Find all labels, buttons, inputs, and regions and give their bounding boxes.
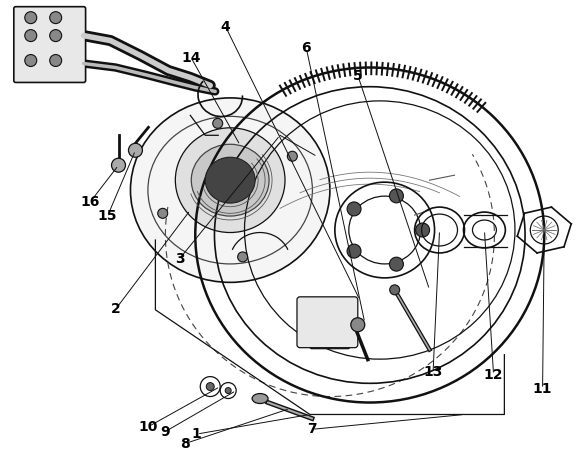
Text: 1: 1 bbox=[192, 427, 202, 441]
Text: 4: 4 bbox=[221, 20, 231, 34]
Text: 5: 5 bbox=[353, 69, 363, 84]
Circle shape bbox=[206, 382, 214, 390]
FancyBboxPatch shape bbox=[14, 7, 86, 83]
Circle shape bbox=[390, 189, 403, 203]
Circle shape bbox=[25, 12, 37, 24]
Circle shape bbox=[416, 223, 429, 237]
Text: 9: 9 bbox=[160, 425, 170, 439]
Circle shape bbox=[347, 244, 361, 258]
Ellipse shape bbox=[205, 157, 255, 203]
Circle shape bbox=[25, 29, 37, 42]
FancyBboxPatch shape bbox=[310, 319, 350, 349]
Circle shape bbox=[225, 388, 231, 394]
Circle shape bbox=[25, 55, 37, 66]
Circle shape bbox=[50, 55, 62, 66]
Circle shape bbox=[390, 257, 403, 271]
Text: 2: 2 bbox=[111, 302, 121, 315]
Circle shape bbox=[112, 158, 125, 172]
Text: 14: 14 bbox=[181, 50, 201, 65]
Text: 15: 15 bbox=[98, 209, 117, 223]
Circle shape bbox=[50, 29, 62, 42]
Circle shape bbox=[128, 143, 142, 157]
Ellipse shape bbox=[191, 144, 269, 216]
Text: 7: 7 bbox=[307, 422, 317, 437]
Ellipse shape bbox=[175, 128, 285, 233]
Circle shape bbox=[287, 151, 297, 161]
Text: 16: 16 bbox=[80, 195, 100, 209]
Text: 11: 11 bbox=[533, 382, 553, 396]
Ellipse shape bbox=[131, 98, 330, 282]
Circle shape bbox=[238, 252, 247, 262]
Circle shape bbox=[390, 285, 399, 295]
Circle shape bbox=[351, 318, 365, 332]
Text: 3: 3 bbox=[175, 252, 184, 266]
Text: 10: 10 bbox=[138, 420, 157, 434]
Text: 13: 13 bbox=[424, 365, 443, 380]
Circle shape bbox=[50, 12, 62, 24]
Text: 6: 6 bbox=[302, 41, 311, 55]
Circle shape bbox=[158, 209, 168, 218]
Ellipse shape bbox=[252, 394, 268, 404]
FancyBboxPatch shape bbox=[297, 297, 358, 348]
Text: 8: 8 bbox=[180, 437, 190, 450]
Text: 12: 12 bbox=[484, 368, 503, 382]
Circle shape bbox=[347, 202, 361, 216]
Circle shape bbox=[213, 118, 223, 128]
